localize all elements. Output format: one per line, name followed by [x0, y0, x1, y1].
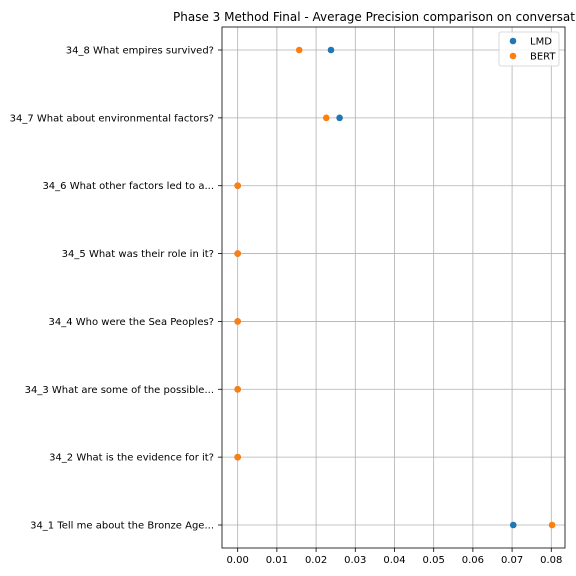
legend: LMD BERT: [498, 31, 560, 67]
y-tick-label: 34_1 Tell me about the Bronze Age...: [30, 521, 214, 532]
x-tick-label: 0.08: [540, 555, 562, 566]
point-bert-8: [295, 46, 303, 54]
y-tick-label: 34_5 What was their role in it?: [62, 249, 214, 260]
legend-label-lmd: LMD: [530, 37, 552, 48]
x-tick-label: 0.07: [501, 555, 523, 566]
point-bert-5: [234, 250, 241, 257]
y-tick-label: 34_3 What are some of the possible...: [25, 385, 214, 396]
x-tick-label: 0.01: [266, 555, 288, 566]
y-tick-label: 34_7 What about environmental factors?: [10, 113, 214, 124]
point-bert-2: [234, 453, 241, 461]
y-tick-label: 34_4 Who were the Sea Peoples?: [49, 317, 214, 328]
x-tick-label: 0.03: [344, 555, 366, 566]
point-lmd-8: [327, 46, 335, 54]
y-tick-label: 34_2 What is the evidence for it?: [49, 453, 214, 464]
plot-frame: [221, 26, 566, 549]
x-tick-label: 0.02: [305, 555, 327, 566]
data-points: [234, 46, 556, 529]
y-axis: 34_1 Tell me about the Bronze Age... 34_2…: [10, 46, 222, 532]
point-bert-6: [234, 182, 241, 190]
x-tick-label: 0.06: [462, 555, 484, 566]
legend-marker-bert: [509, 52, 517, 60]
point-lmd-7: [336, 114, 343, 122]
x-tick-label: 0.00: [227, 555, 249, 566]
y-tick-label: 34_6 What other factors led to a...: [42, 181, 214, 192]
chart-title: Phase 3 Method Final - Average Precision…: [173, 10, 576, 24]
x-tick-label: 0.04: [383, 555, 405, 566]
point-lmd-1: [509, 521, 517, 529]
legend-marker-lmd: [509, 37, 517, 45]
x-tick-label: 0.05: [423, 555, 445, 566]
point-bert-7: [322, 114, 330, 122]
y-tick-label: 34_8 What empires survived?: [66, 46, 214, 57]
legend-label-bert: BERT: [530, 52, 556, 63]
point-bert-1: [548, 521, 556, 529]
x-axis: 0.00 0.01 0.02 0.03 0.04 0.05 0.06 0.07 0.08: [227, 548, 562, 566]
point-bert-3: [234, 385, 241, 393]
point-bert-4: [234, 318, 241, 325]
grid-lines: [222, 27, 565, 548]
